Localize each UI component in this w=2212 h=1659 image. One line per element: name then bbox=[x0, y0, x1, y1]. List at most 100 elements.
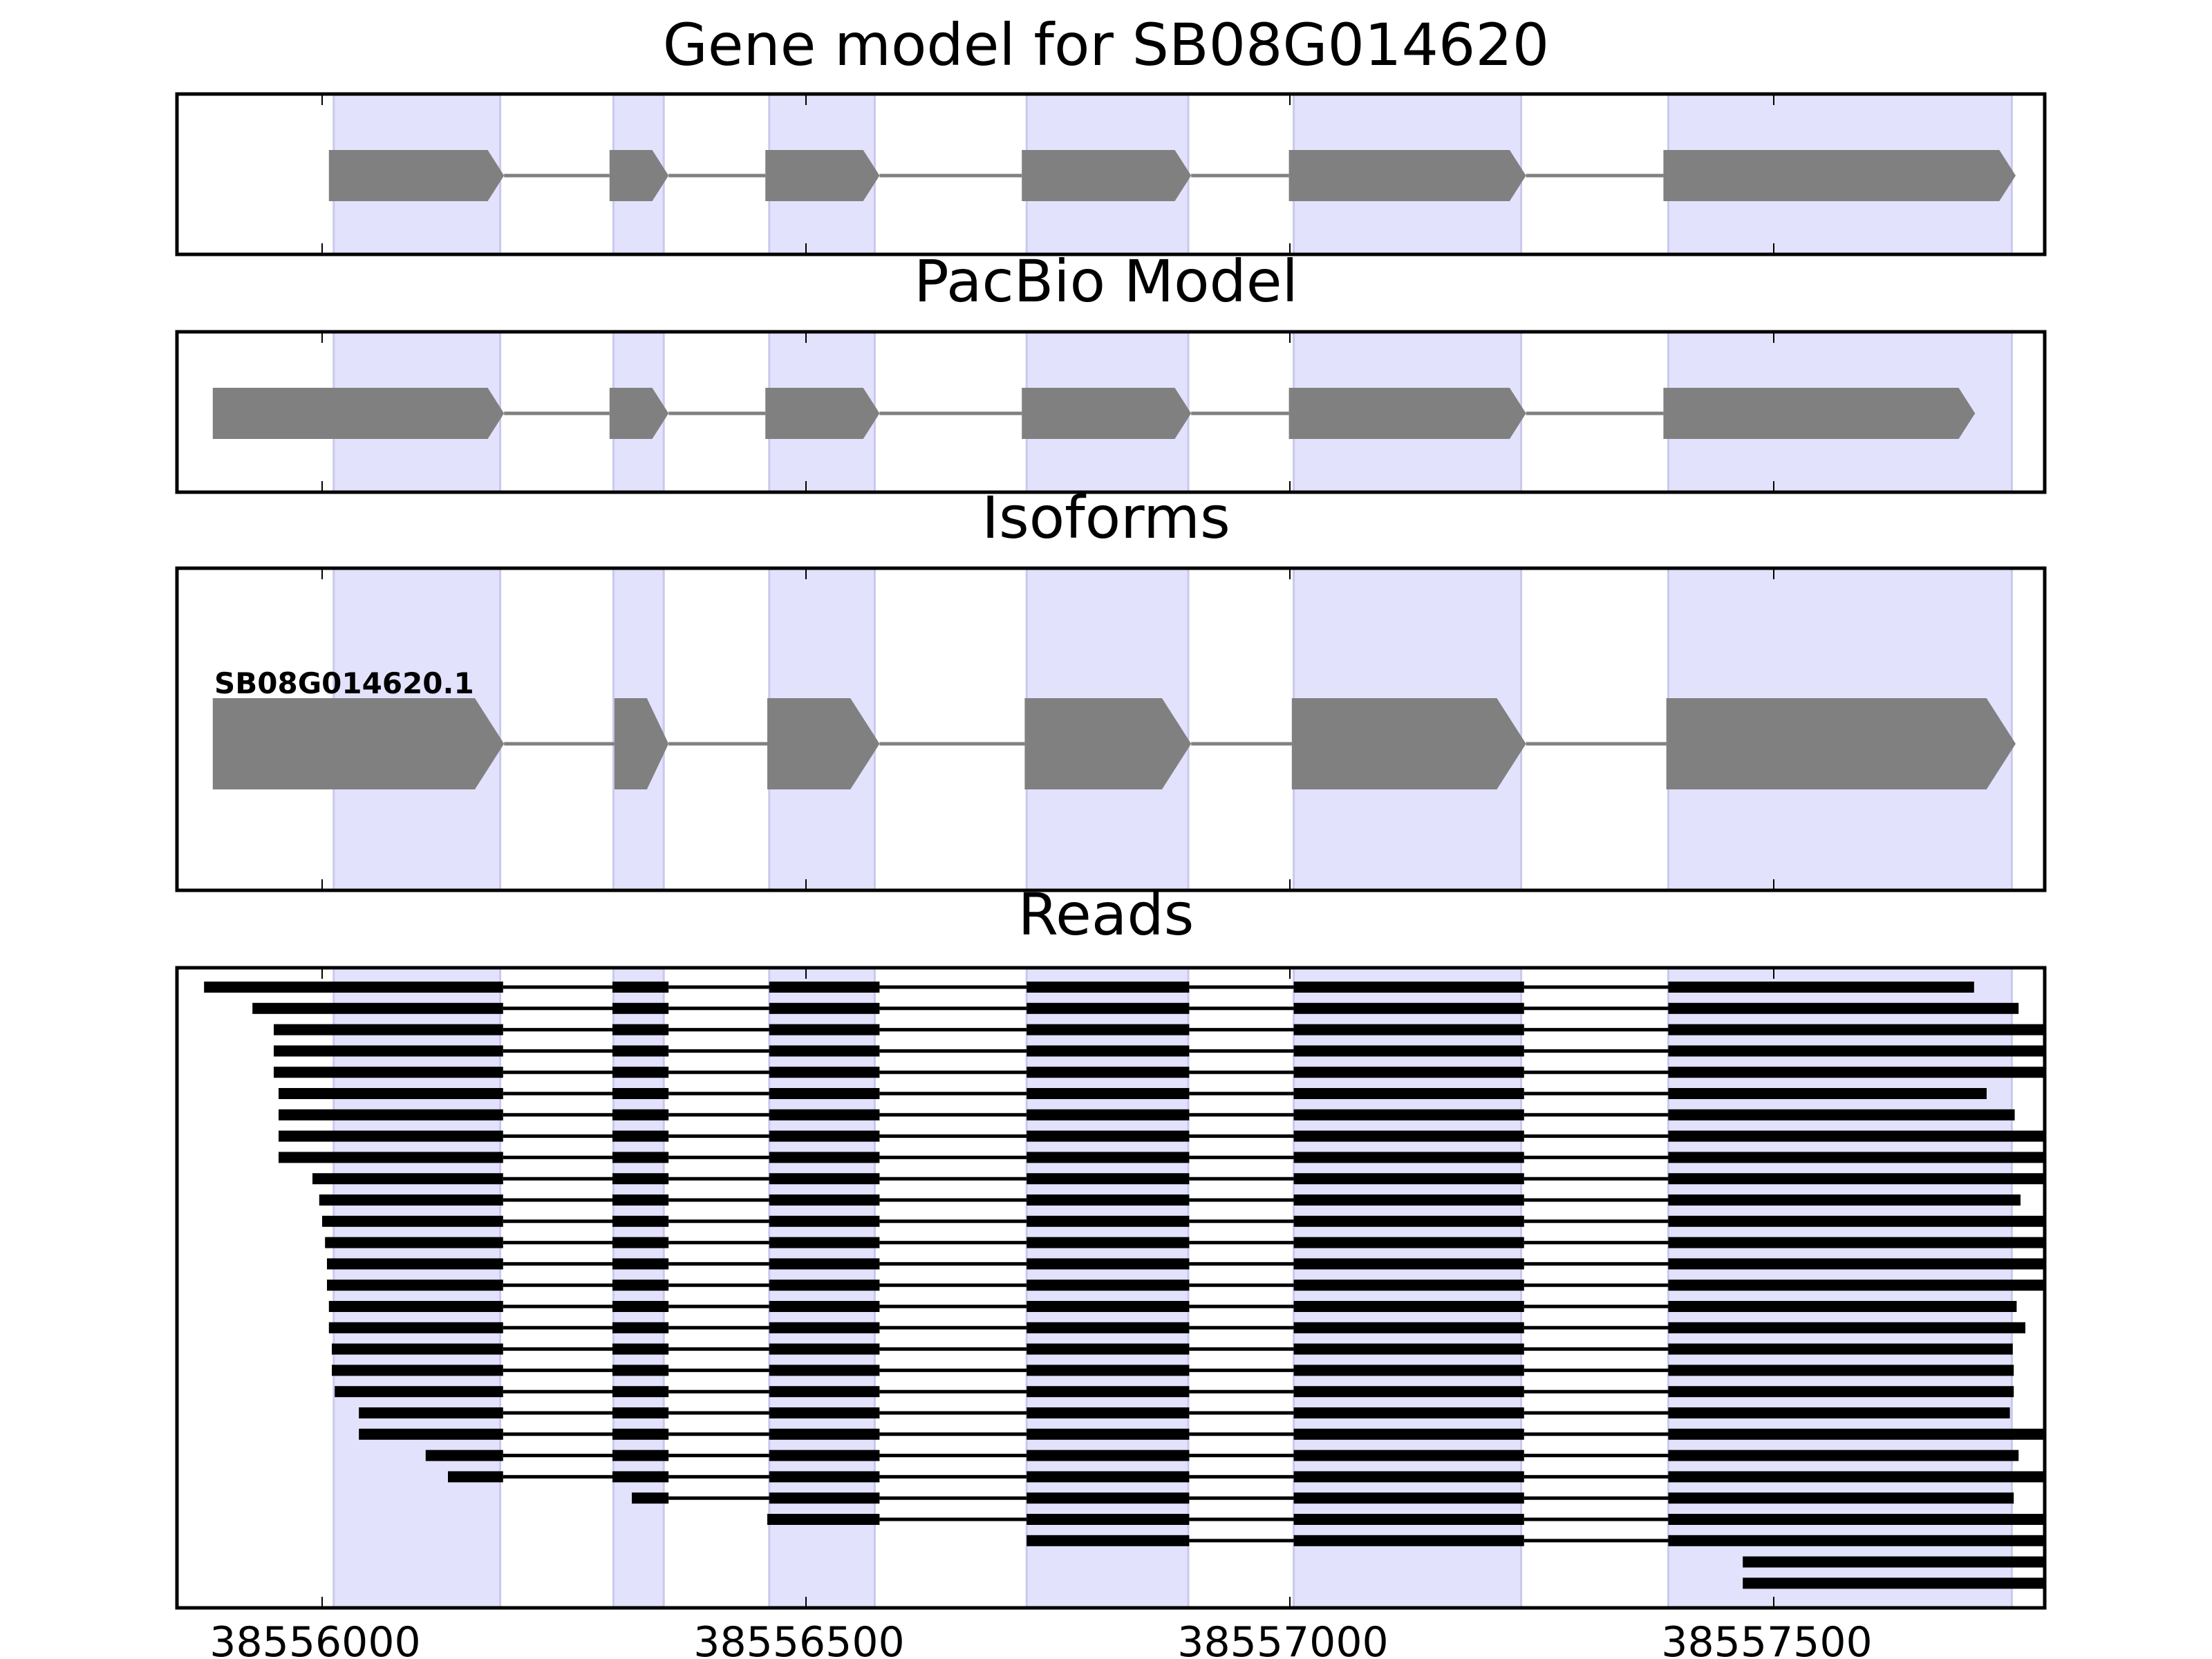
read-24-block-4 bbox=[1027, 1471, 1190, 1483]
read-7-block-1 bbox=[279, 1109, 503, 1121]
read-1-block-5 bbox=[1293, 982, 1524, 993]
pacbio-model-title: PacBio Model bbox=[914, 247, 1298, 315]
read-5-block-1 bbox=[274, 1067, 503, 1078]
read-4-block-5 bbox=[1293, 1045, 1524, 1057]
isoforms-exon-2 bbox=[614, 698, 669, 789]
pacbio-model-exon-1 bbox=[212, 388, 505, 439]
read-25-block-5 bbox=[1668, 1492, 2014, 1504]
read-12-block-6 bbox=[1668, 1215, 2045, 1227]
read-3-block-4 bbox=[1027, 1024, 1190, 1035]
read-4-block-2 bbox=[612, 1045, 669, 1057]
read-13-block-2 bbox=[612, 1237, 669, 1248]
read-3-block-3 bbox=[769, 1024, 880, 1035]
read-5-block-5 bbox=[1293, 1067, 1524, 1078]
read-19-block-2 bbox=[612, 1365, 669, 1376]
read-18-block-1 bbox=[332, 1343, 503, 1355]
read-13-block-6 bbox=[1668, 1237, 2045, 1248]
read-3-block-1 bbox=[274, 1024, 503, 1035]
read-6-block-5 bbox=[1293, 1088, 1524, 1099]
reads-panel bbox=[175, 966, 2047, 1610]
read-27-block-3 bbox=[1668, 1535, 2045, 1546]
read-21-block-5 bbox=[1293, 1407, 1524, 1418]
read-11-block-1 bbox=[319, 1194, 503, 1206]
read-25-block-1 bbox=[632, 1492, 669, 1504]
read-26-block-4 bbox=[1668, 1514, 2045, 1525]
read-15-block-6 bbox=[1668, 1280, 2045, 1291]
gene-model-exon-6 bbox=[1663, 150, 2016, 201]
read-25-block-3 bbox=[1027, 1492, 1190, 1504]
read-1-block-4 bbox=[1027, 982, 1190, 993]
read-26-block-2 bbox=[1027, 1514, 1190, 1525]
read-23-block-3 bbox=[769, 1450, 880, 1461]
x-tick-label-2: 38556500 bbox=[693, 1618, 904, 1659]
read-14-block-4 bbox=[1027, 1258, 1190, 1270]
read-25-block-4 bbox=[1293, 1492, 1524, 1504]
read-14-block-6 bbox=[1668, 1258, 2045, 1270]
read-14-block-2 bbox=[612, 1258, 669, 1270]
read-20-block-2 bbox=[612, 1386, 669, 1398]
read-2-block-5 bbox=[1293, 1002, 1524, 1014]
read-17-block-1 bbox=[328, 1322, 503, 1333]
read-7-block-6 bbox=[1668, 1109, 2015, 1121]
read-8-block-5 bbox=[1293, 1130, 1524, 1142]
read-9-block-6 bbox=[1668, 1152, 2045, 1163]
read-9-block-5 bbox=[1293, 1152, 1524, 1163]
read-12-block-2 bbox=[612, 1215, 669, 1227]
read-20-block-5 bbox=[1293, 1386, 1524, 1398]
isoform-label: SB08G014620.1 bbox=[214, 666, 474, 700]
isoforms-panel bbox=[175, 566, 2047, 892]
read-6-block-4 bbox=[1027, 1088, 1190, 1099]
read-19-block-5 bbox=[1293, 1365, 1524, 1376]
read-8-block-1 bbox=[279, 1130, 503, 1142]
read-17-block-6 bbox=[1668, 1322, 2025, 1333]
isoforms-exon-5 bbox=[1291, 698, 1526, 789]
isoforms-exon-1 bbox=[212, 698, 505, 789]
read-5-block-4 bbox=[1027, 1067, 1190, 1078]
read-24-block-2 bbox=[612, 1471, 669, 1483]
read-14-block-1 bbox=[327, 1258, 503, 1270]
read-15-block-4 bbox=[1027, 1280, 1190, 1291]
read-6-block-3 bbox=[769, 1088, 880, 1099]
pacbio-model-exon-5 bbox=[1288, 388, 1526, 439]
read-2-block-4 bbox=[1027, 1002, 1190, 1014]
read-18-block-6 bbox=[1668, 1343, 2013, 1355]
read-17-block-4 bbox=[1027, 1322, 1190, 1333]
read-9-block-4 bbox=[1027, 1152, 1190, 1163]
read-10-block-3 bbox=[769, 1173, 880, 1185]
read-10-block-6 bbox=[1668, 1173, 2045, 1185]
read-21-block-1 bbox=[359, 1407, 503, 1418]
gene-model-exon-2 bbox=[609, 150, 669, 201]
read-10-block-1 bbox=[312, 1173, 503, 1185]
gene-model-exon-4 bbox=[1022, 150, 1192, 201]
read-3-block-5 bbox=[1293, 1024, 1524, 1035]
read-10-block-5 bbox=[1293, 1173, 1524, 1185]
read-18-block-4 bbox=[1027, 1343, 1190, 1355]
read-11-block-5 bbox=[1293, 1194, 1524, 1206]
read-24-block-1 bbox=[448, 1471, 503, 1483]
read-23-block-2 bbox=[612, 1450, 669, 1461]
read-16-block-6 bbox=[1668, 1301, 2017, 1312]
read-22-block-3 bbox=[769, 1428, 880, 1440]
read-14-block-3 bbox=[769, 1258, 880, 1270]
read-3-block-2 bbox=[612, 1024, 669, 1035]
read-16-block-5 bbox=[1293, 1301, 1524, 1312]
read-5-block-3 bbox=[769, 1067, 880, 1078]
read-7-block-2 bbox=[612, 1109, 669, 1121]
read-10-block-2 bbox=[612, 1173, 669, 1185]
read-24-block-6 bbox=[1668, 1471, 2045, 1483]
read-16-block-1 bbox=[328, 1301, 503, 1312]
read-16-block-2 bbox=[612, 1301, 669, 1312]
read-11-block-3 bbox=[769, 1194, 880, 1206]
read-9-block-3 bbox=[769, 1152, 880, 1163]
read-23-block-6 bbox=[1668, 1450, 2019, 1461]
read-6-block-2 bbox=[612, 1088, 669, 1099]
read-22-block-2 bbox=[612, 1428, 669, 1440]
read-8-block-2 bbox=[612, 1130, 669, 1142]
read-16-block-4 bbox=[1027, 1301, 1190, 1312]
read-13-block-4 bbox=[1027, 1237, 1190, 1248]
read-2-block-6 bbox=[1668, 1002, 2019, 1014]
isoforms-exon-4 bbox=[1024, 698, 1192, 789]
isoforms-exon-3 bbox=[767, 698, 880, 789]
read-17-block-3 bbox=[769, 1322, 880, 1333]
x-tick-label-4: 38557500 bbox=[1661, 1618, 1872, 1659]
